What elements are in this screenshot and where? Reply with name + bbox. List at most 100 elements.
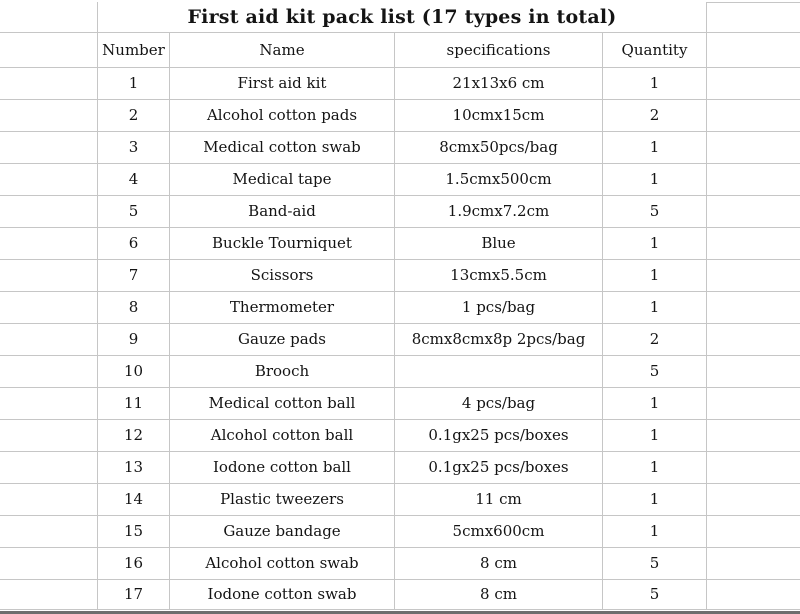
- cell-number: 7: [98, 260, 170, 292]
- cell-quantity: 1: [603, 164, 707, 196]
- cell-name: Gauze bandage: [170, 516, 395, 548]
- cell-number: 2: [98, 100, 170, 132]
- cell-specifications: 11 cm: [395, 484, 603, 516]
- gutter-cell-left: [0, 292, 98, 324]
- gutter-cell-left: [0, 33, 98, 68]
- cell-quantity: 5: [603, 580, 707, 610]
- cell-number: 6: [98, 228, 170, 260]
- cell-name: Band-aid: [170, 196, 395, 228]
- gutter-cell-left: [0, 324, 98, 356]
- cell-number: 8: [98, 292, 170, 324]
- gutter-cell-left: [0, 68, 98, 100]
- cell-quantity: 5: [603, 548, 707, 580]
- cell-specifications: 1 pcs/bag: [395, 292, 603, 324]
- gutter-cell-left: [0, 2, 98, 33]
- gutter-cell-right: [707, 292, 800, 324]
- gutter-cell-left: [0, 516, 98, 548]
- cell-quantity: 1: [603, 228, 707, 260]
- cell-name: Medical cotton ball: [170, 388, 395, 420]
- cell-quantity: 1: [603, 388, 707, 420]
- cell-number: 13: [98, 452, 170, 484]
- gutter-cell-left: [0, 260, 98, 292]
- cell-specifications: Blue: [395, 228, 603, 260]
- cell-number: 9: [98, 324, 170, 356]
- gutter-cell-left: [0, 132, 98, 164]
- cell-quantity: 1: [603, 516, 707, 548]
- gutter-cell-left: [0, 356, 98, 388]
- cell-name: Gauze pads: [170, 324, 395, 356]
- cell-specifications: 8cmx8cmx8p 2pcs/bag: [395, 324, 603, 356]
- cell-name: Alcohol cotton pads: [170, 100, 395, 132]
- gutter-cell-right: [707, 356, 800, 388]
- window-bottom-edge: [0, 610, 800, 614]
- column-header-quantity: Quantity: [603, 33, 707, 68]
- gutter-cell-right: [707, 548, 800, 580]
- cell-specifications: 8cmx50pcs/bag: [395, 132, 603, 164]
- gutter-cell-right: [707, 228, 800, 260]
- cell-specifications: 8 cm: [395, 580, 603, 610]
- gutter-cell-right: [707, 260, 800, 292]
- cell-specifications: 0.1gx25 pcs/boxes: [395, 452, 603, 484]
- cell-specifications: 10cmx15cm: [395, 100, 603, 132]
- cell-specifications: 1.5cmx500cm: [395, 164, 603, 196]
- cell-specifications: [395, 356, 603, 388]
- gutter-cell-left: [0, 196, 98, 228]
- gutter-cell-left: [0, 388, 98, 420]
- cell-number: 14: [98, 484, 170, 516]
- cell-name: Brooch: [170, 356, 395, 388]
- gutter-cell-right: [707, 164, 800, 196]
- cell-quantity: 1: [603, 420, 707, 452]
- gutter-cell-right: [707, 33, 800, 68]
- cell-name: Scissors: [170, 260, 395, 292]
- gutter-cell-left: [0, 420, 98, 452]
- page-title: First aid kit pack list (17 types in tot…: [98, 2, 707, 33]
- cell-number: 16: [98, 548, 170, 580]
- gutter-cell-left: [0, 164, 98, 196]
- cell-number: 17: [98, 580, 170, 610]
- gutter-cell-right: [707, 100, 800, 132]
- cell-specifications: 0.1gx25 pcs/boxes: [395, 420, 603, 452]
- cell-specifications: 8 cm: [395, 548, 603, 580]
- cell-number: 1: [98, 68, 170, 100]
- cell-quantity: 2: [603, 324, 707, 356]
- gutter-cell-left: [0, 580, 98, 610]
- cell-quantity: 2: [603, 100, 707, 132]
- cell-quantity: 1: [603, 132, 707, 164]
- gutter-cell-left: [0, 548, 98, 580]
- cell-quantity: 5: [603, 356, 707, 388]
- cell-number: 12: [98, 420, 170, 452]
- gutter-cell-right: [707, 68, 800, 100]
- column-header-name: Name: [170, 33, 395, 68]
- gutter-cell-right: [707, 324, 800, 356]
- gutter-cell-right: [707, 452, 800, 484]
- cell-name: Medical tape: [170, 164, 395, 196]
- cell-specifications: 1.9cmx7.2cm: [395, 196, 603, 228]
- gutter-cell-right: [707, 388, 800, 420]
- gutter-cell-right: [707, 196, 800, 228]
- cell-quantity: 5: [603, 196, 707, 228]
- cell-name: Buckle Tourniquet: [170, 228, 395, 260]
- cell-name: Iodone cotton ball: [170, 452, 395, 484]
- gutter-cell-left: [0, 484, 98, 516]
- cell-number: 4: [98, 164, 170, 196]
- cell-quantity: 1: [603, 452, 707, 484]
- cell-name: Medical cotton swab: [170, 132, 395, 164]
- cell-number: 5: [98, 196, 170, 228]
- gutter-cell-left: [0, 452, 98, 484]
- gutter-cell-left: [0, 228, 98, 260]
- gutter-cell-right: [707, 516, 800, 548]
- column-header-specifications: specifications: [395, 33, 603, 68]
- gutter-cell-right: [707, 484, 800, 516]
- cell-quantity: 1: [603, 68, 707, 100]
- cell-specifications: 4 pcs/bag: [395, 388, 603, 420]
- column-header-number: Number: [98, 33, 170, 68]
- cell-specifications: 21x13x6 cm: [395, 68, 603, 100]
- cell-quantity: 1: [603, 260, 707, 292]
- cell-number: 10: [98, 356, 170, 388]
- cell-specifications: 13cmx5.5cm: [395, 260, 603, 292]
- gutter-cell-right: [707, 2, 800, 33]
- gutter-cell-right: [707, 580, 800, 610]
- cell-name: First aid kit: [170, 68, 395, 100]
